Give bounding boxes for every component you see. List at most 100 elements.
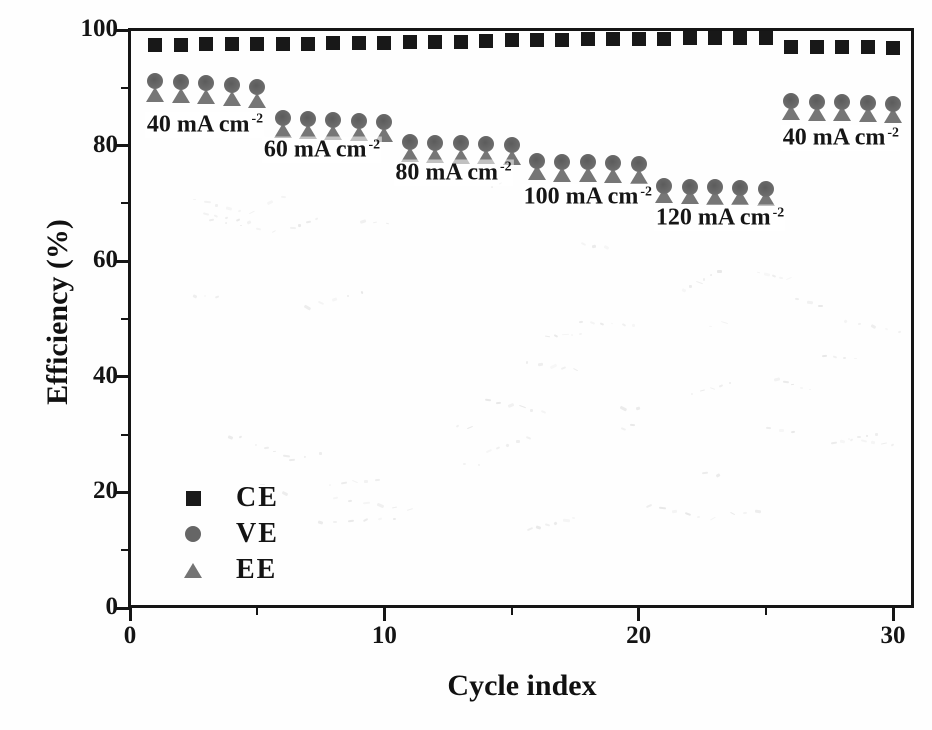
ce-square-marker: [428, 34, 443, 49]
annotation-superscript: -2: [887, 125, 899, 141]
scan-speck: [717, 270, 722, 274]
annotation-text: 40 mA cm: [146, 111, 250, 138]
ce-square-marker: [402, 35, 417, 50]
ve-circle-marker: [376, 113, 393, 130]
annotation-superscript: -2: [368, 137, 381, 153]
ve-circle-marker: [147, 72, 164, 89]
x-major-tick: [382, 608, 386, 621]
x-tick-label: 20: [626, 622, 652, 649]
ce-square-marker: [199, 37, 214, 52]
current-density-annotation: 120 mA cm -2: [653, 204, 787, 232]
ce-square-marker: [326, 36, 341, 51]
ee-triangle-marker: [629, 168, 648, 184]
legend-row-ve: VE: [176, 516, 279, 552]
current-density-annotation: 60 mA cm -2: [261, 136, 383, 164]
ve-circle-marker: [401, 134, 418, 151]
ce-square-marker: [351, 36, 366, 51]
ce-square-marker: [860, 40, 875, 55]
ce-square-marker: [301, 36, 316, 51]
scan-speck: [346, 294, 349, 298]
current-density-annotation: 100 mA cm -2: [521, 183, 654, 211]
ce-square-marker: [733, 30, 748, 45]
ee-triangle-marker: [604, 167, 623, 183]
x-major-tick: [637, 608, 641, 621]
ve-circle-marker: [554, 153, 571, 170]
y-major-tick: [115, 606, 129, 610]
legend-circle-icon: [185, 526, 201, 542]
y-tick-label: 60: [93, 246, 118, 274]
ce-square-marker: [453, 34, 468, 49]
legend-triangle-icon: [184, 562, 202, 578]
y-tick-label: 100: [80, 15, 119, 42]
ve-circle-marker: [452, 135, 469, 152]
ee-triangle-marker: [807, 105, 826, 121]
ve-circle-marker: [808, 93, 825, 110]
annotation-superscript: -2: [640, 184, 652, 200]
ve-circle-marker: [172, 74, 189, 91]
ve-circle-marker: [478, 135, 495, 152]
legend-marker-cell: [176, 562, 210, 578]
y-tick-label: 80: [93, 130, 118, 158]
ve-circle-marker: [528, 153, 545, 170]
ve-circle-marker: [732, 179, 749, 196]
scan-speck: [857, 436, 862, 439]
y-tick-label: 20: [93, 477, 118, 505]
legend-marker-cell: [176, 490, 210, 506]
ve-circle-marker: [656, 178, 673, 195]
ce-square-marker: [224, 37, 239, 52]
x-minor-tick: [256, 608, 259, 615]
y-tick-label: 0: [105, 593, 119, 620]
ce-square-marker: [580, 32, 595, 47]
ce-square-marker: [504, 33, 519, 48]
y-major-tick: [115, 144, 129, 148]
legend-row-ee: EE: [176, 552, 279, 588]
ce-square-marker: [479, 33, 494, 48]
ee-triangle-marker: [782, 104, 801, 120]
x-minor-tick: [764, 608, 767, 615]
scan-speck: [332, 520, 338, 523]
ce-square-marker: [275, 36, 290, 51]
ce-square-marker: [250, 37, 265, 52]
annotation-superscript: -2: [500, 159, 512, 175]
legend-row-ce: CE: [176, 480, 279, 516]
ve-circle-marker: [249, 78, 266, 95]
ve-circle-marker: [579, 154, 596, 171]
ee-triangle-marker: [884, 108, 902, 124]
current-density-annotation: 80 mA cm -2: [393, 159, 514, 187]
ve-circle-marker: [706, 179, 723, 196]
legend: CE VE EE: [176, 480, 279, 588]
x-major-tick: [891, 608, 895, 621]
ce-square-marker: [148, 38, 163, 53]
ce-square-marker: [682, 31, 697, 46]
ce-square-marker: [886, 40, 900, 55]
ve-circle-marker: [783, 93, 800, 110]
ce-square-marker: [631, 31, 646, 46]
annotation-superscript: -2: [251, 111, 264, 127]
ee-triangle-marker: [324, 124, 343, 140]
y-minor-tick: [121, 433, 129, 436]
ve-circle-marker: [223, 76, 240, 93]
x-tick-label: 10: [371, 622, 397, 649]
ve-circle-marker: [681, 178, 698, 195]
y-minor-tick: [121, 549, 129, 552]
x-axis-title: Cycle index: [447, 669, 597, 702]
plot-frame: [128, 28, 914, 608]
legend-label-ve: VE: [236, 518, 279, 549]
ce-square-marker: [555, 32, 570, 47]
ee-triangle-marker: [578, 167, 597, 183]
ve-circle-marker: [630, 156, 647, 173]
ve-circle-marker: [859, 94, 876, 111]
legend-label-ce: CE: [236, 482, 279, 513]
ee-triangle-marker: [553, 166, 572, 182]
ve-circle-marker: [274, 109, 291, 126]
y-minor-tick: [121, 86, 129, 89]
ee-triangle-marker: [222, 90, 241, 106]
ve-circle-marker: [198, 75, 215, 92]
y-axis-title: Efficiency (%): [41, 219, 74, 405]
ve-circle-marker: [427, 134, 444, 151]
ve-circle-marker: [757, 180, 774, 197]
ee-triangle-marker: [273, 123, 292, 139]
